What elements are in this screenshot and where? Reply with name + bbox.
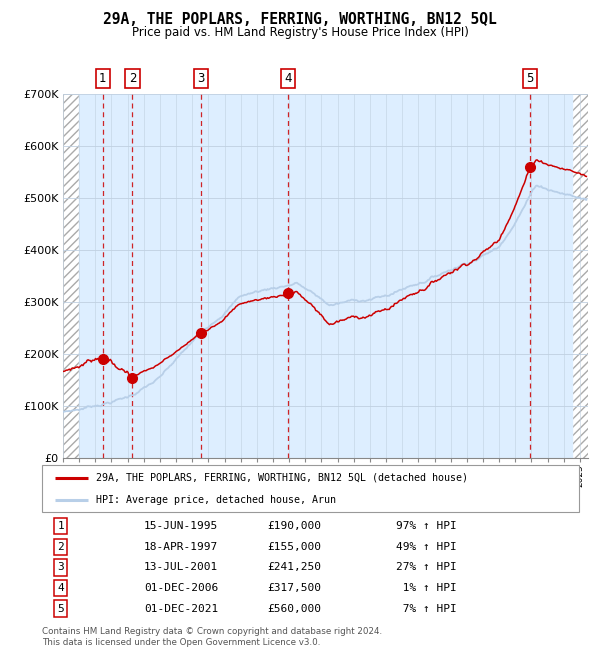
Text: 7% ↑ HPI: 7% ↑ HPI (397, 604, 457, 614)
Text: 1: 1 (58, 521, 64, 531)
Text: Price paid vs. HM Land Registry's House Price Index (HPI): Price paid vs. HM Land Registry's House … (131, 26, 469, 39)
Bar (63, 94, 79, 458)
Text: Contains HM Land Registry data © Crown copyright and database right 2024.
This d: Contains HM Land Registry data © Crown c… (42, 627, 382, 647)
Text: 3: 3 (197, 72, 205, 85)
Text: 97% ↑ HPI: 97% ↑ HPI (397, 521, 457, 531)
Text: 27% ↑ HPI: 27% ↑ HPI (397, 562, 457, 573)
Text: £317,500: £317,500 (268, 583, 322, 593)
Bar (79, 94, 572, 458)
Text: £560,000: £560,000 (268, 604, 322, 614)
Text: 4: 4 (284, 72, 292, 85)
Text: HPI: Average price, detached house, Arun: HPI: Average price, detached house, Arun (96, 495, 336, 505)
Text: £155,000: £155,000 (268, 542, 322, 552)
Text: 49% ↑ HPI: 49% ↑ HPI (397, 542, 457, 552)
Text: 3: 3 (58, 562, 64, 573)
Text: 1: 1 (99, 72, 106, 85)
Text: 1% ↑ HPI: 1% ↑ HPI (397, 583, 457, 593)
Text: 29A, THE POPLARS, FERRING, WORTHING, BN12 5QL: 29A, THE POPLARS, FERRING, WORTHING, BN1… (103, 12, 497, 27)
Text: 18-APR-1997: 18-APR-1997 (144, 542, 218, 552)
Text: 01-DEC-2021: 01-DEC-2021 (144, 604, 218, 614)
Text: 5: 5 (526, 72, 534, 85)
Text: 29A, THE POPLARS, FERRING, WORTHING, BN12 5QL (detached house): 29A, THE POPLARS, FERRING, WORTHING, BN1… (96, 473, 468, 483)
Text: 5: 5 (58, 604, 64, 614)
Bar (572, 94, 588, 458)
Text: 4: 4 (58, 583, 64, 593)
Text: 2: 2 (58, 542, 64, 552)
Text: 15-JUN-1995: 15-JUN-1995 (144, 521, 218, 531)
Text: 13-JUL-2001: 13-JUL-2001 (144, 562, 218, 573)
Text: 2: 2 (129, 72, 136, 85)
Text: £241,250: £241,250 (268, 562, 322, 573)
Text: 01-DEC-2006: 01-DEC-2006 (144, 583, 218, 593)
Text: £190,000: £190,000 (268, 521, 322, 531)
